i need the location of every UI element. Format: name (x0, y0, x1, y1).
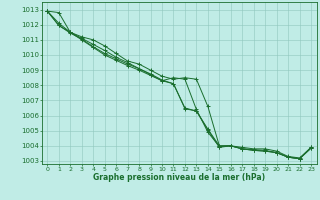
X-axis label: Graphe pression niveau de la mer (hPa): Graphe pression niveau de la mer (hPa) (93, 173, 265, 182)
